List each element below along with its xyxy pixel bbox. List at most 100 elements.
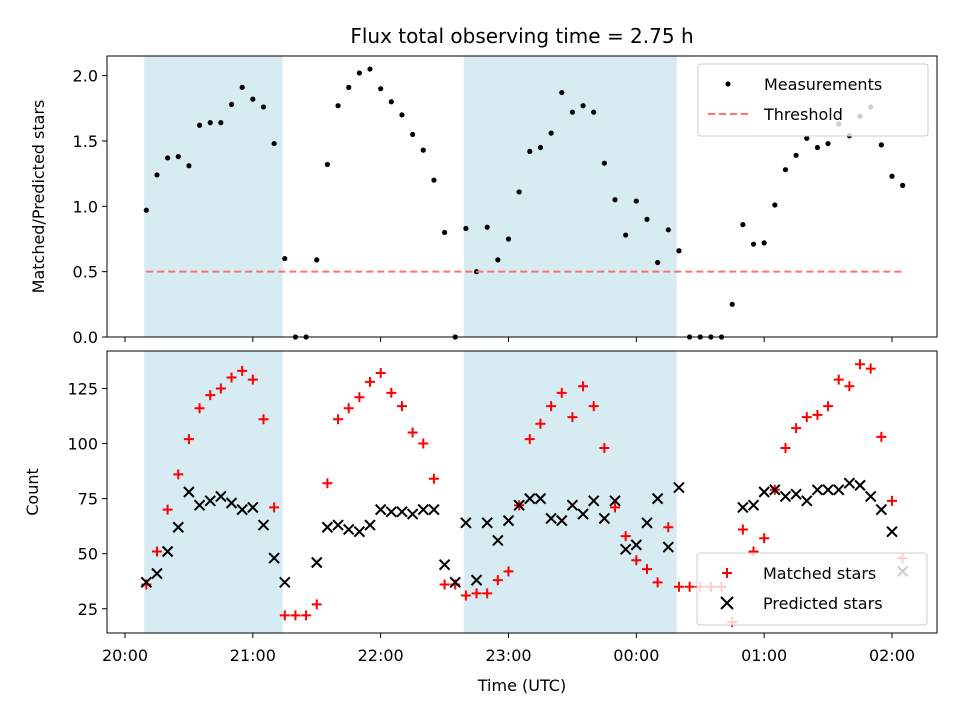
predicted-stars-point <box>609 495 621 507</box>
matched-stars-point <box>759 533 770 544</box>
predicted-stars-point <box>737 501 749 514</box>
predicted-stars-point <box>864 490 877 503</box>
matched-stars-point <box>833 374 844 385</box>
measurement-point <box>410 131 416 138</box>
predicted-stars-point <box>566 499 579 511</box>
x-tick-label: 20:00 <box>102 646 148 665</box>
measurement-point <box>750 241 757 247</box>
predicted-stars-point <box>651 492 664 505</box>
legend-label: Predicted stars <box>763 594 883 613</box>
predicted-stars-point <box>598 512 611 525</box>
predicted-stars-point <box>779 490 792 503</box>
predicted-stars-point <box>769 484 781 496</box>
matched-stars-point <box>407 427 418 438</box>
predicted-stars-point <box>257 519 270 531</box>
matched-stars-point <box>460 590 471 601</box>
y-tick-label: 75 <box>78 490 98 509</box>
matched-stars-point <box>791 423 802 434</box>
predicted-stars-point <box>353 525 366 538</box>
legend-swatch <box>725 81 731 87</box>
measurement-point <box>239 84 245 90</box>
matched-stars-point <box>887 495 897 506</box>
y-tick-label: 100 <box>67 435 98 454</box>
measurement-point <box>282 255 288 262</box>
predicted-stars-point <box>662 541 674 553</box>
predicted-stars-point <box>811 484 824 496</box>
y-tick-label: 0.5 <box>73 263 98 282</box>
matched-stars-point <box>258 414 269 425</box>
matched-stars-point <box>673 581 684 592</box>
measurement-point <box>793 152 799 158</box>
predicted-stars-point <box>449 576 461 589</box>
measurement-point <box>548 130 554 136</box>
predicted-stars-point <box>268 552 280 564</box>
measurement-point <box>175 154 181 160</box>
measurement-point <box>527 148 533 155</box>
x-tick-label: 00:00 <box>613 646 659 665</box>
predicted-stars-point <box>140 576 153 589</box>
measurement-point <box>218 120 224 126</box>
matched-stars-point <box>194 403 205 414</box>
predicted-stars-point <box>279 576 291 589</box>
y-tick-label: 125 <box>67 379 98 398</box>
matched-stars-point <box>290 610 301 621</box>
matched-stars-point <box>173 469 184 480</box>
matched-stars-point <box>226 372 237 383</box>
measurement-point <box>580 103 586 109</box>
shaded-interval <box>463 56 677 337</box>
matched-stars-point <box>333 414 344 425</box>
matched-stars-point <box>247 374 258 385</box>
measurement-point <box>537 144 544 151</box>
matched-stars-point <box>428 473 439 484</box>
matched-stars-point <box>641 564 652 575</box>
matched-stars-point <box>844 381 855 392</box>
predicted-stars-point <box>492 534 504 547</box>
measurement-point <box>878 142 884 148</box>
predicted-stars-point <box>854 479 866 492</box>
measurement-point <box>154 172 160 178</box>
legend-label: Matched stars <box>763 564 876 583</box>
predicted-stars-point <box>524 492 536 505</box>
y-tick-label: 1.0 <box>73 197 98 216</box>
measurement-point <box>772 202 778 208</box>
matched-stars-point <box>823 401 834 412</box>
predicted-stars-point <box>843 477 856 489</box>
predicted-stars-point <box>460 517 472 529</box>
predicted-stars-point <box>513 499 525 511</box>
matched-stars-point <box>396 401 407 412</box>
matched-stars-point <box>162 504 173 515</box>
measurement-point <box>665 227 671 233</box>
matched-stars-point <box>737 524 748 535</box>
measurement-point <box>346 84 352 90</box>
legend <box>697 63 929 137</box>
legend <box>696 552 928 626</box>
predicted-stars-point <box>225 497 238 509</box>
matched-stars-point <box>343 403 354 414</box>
predicted-stars-point <box>556 514 568 527</box>
matched-stars-point <box>652 577 663 588</box>
measurement-point <box>761 240 767 246</box>
predicted-stars-point <box>236 503 248 516</box>
measurement-point <box>825 140 831 147</box>
predicted-stars-point <box>385 506 398 518</box>
measurement-point <box>271 140 277 147</box>
measurement-point <box>324 161 331 168</box>
matched-stars-point <box>865 363 876 374</box>
matched-stars-point <box>567 412 578 423</box>
measurement-point <box>495 257 501 263</box>
x-tick-label: 02:00 <box>869 646 915 665</box>
measurement-point <box>399 112 405 118</box>
y-tick-label: 2.0 <box>73 67 98 86</box>
measurement-point <box>196 122 203 128</box>
top-panel-ratio: 0.0 0.5 1.0 1.5 2.0 Matched/Predicted stars Me… <box>29 55 938 347</box>
y-tick-label: 50 <box>78 545 98 564</box>
legend-label: Threshold <box>763 105 843 124</box>
predicted-stars-point <box>151 567 163 580</box>
matched-stars-point <box>610 502 621 513</box>
x-tick-label: 21:00 <box>230 646 276 665</box>
measurement-point <box>601 160 607 166</box>
matched-stars-point <box>151 546 162 557</box>
matched-stars-point <box>215 383 226 394</box>
